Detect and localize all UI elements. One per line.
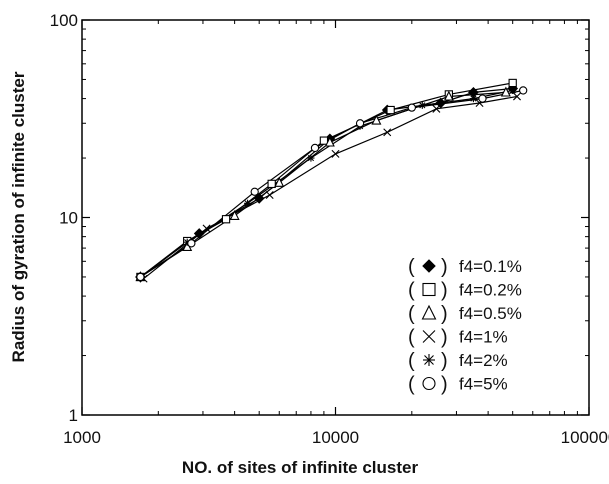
legend-paren-close: ) (441, 280, 448, 302)
data-point (267, 179, 276, 189)
legend-label: f4=0.5% (459, 304, 522, 323)
series-5-points (136, 86, 517, 281)
legend-paren-open: ( (408, 303, 415, 325)
y-axis: 1 10 100 Radius of gyration of infinite cl… (9, 11, 589, 425)
data-point (478, 94, 487, 103)
legend-item: () f4=0.5% (408, 303, 522, 325)
data-point (407, 103, 416, 112)
legend-item: () f4=0.1% (408, 256, 522, 278)
data-point (310, 143, 320, 153)
data-point (432, 104, 441, 113)
data-point (265, 191, 274, 199)
legend-item: () f4=2% (408, 350, 508, 372)
x-tick-label: 1000 (63, 428, 101, 447)
series-line-2 (140, 82, 513, 278)
y-axis-title: Radius of gyration of infinite cluster (9, 71, 28, 362)
legend-paren-close: ) (441, 374, 448, 396)
data-point (435, 97, 447, 109)
legend-paren-close: ) (441, 256, 448, 278)
legend-label: f4=2% (459, 351, 508, 370)
legend-item: () f4=0.2% (408, 280, 522, 302)
data-point (386, 105, 395, 115)
data-point (513, 92, 521, 101)
series-line-6 (140, 89, 524, 278)
legend-label: f4=5% (459, 375, 508, 394)
y-ticks: 1 10 100 (50, 11, 589, 425)
legend-marker (422, 259, 436, 273)
data-point (443, 90, 454, 101)
data-point (243, 199, 252, 207)
data-point (371, 114, 382, 125)
x-axis: 1000 10000 100000 NO. of sites of infinite… (63, 20, 609, 477)
x-tick-label: 100000 (561, 428, 609, 447)
y-tick-label: 100 (50, 11, 78, 30)
legend-paren-close: ) (441, 303, 448, 325)
data-point (202, 224, 211, 233)
series-line-5 (140, 89, 513, 278)
series-line-4 (143, 95, 518, 280)
legend-paren-open: ( (408, 327, 415, 349)
series-lines (140, 82, 524, 280)
x-axis-title: NO. of sites of infinite cluster (182, 458, 419, 477)
data-point (136, 272, 145, 282)
y-tick-label: 10 (59, 209, 78, 228)
series-line-3 (140, 91, 506, 278)
legend-paren-open: ( (408, 256, 415, 278)
data-point (331, 149, 340, 158)
series-6-points (136, 86, 528, 282)
y-tick-label: 1 (69, 406, 78, 425)
legend-paren-open: ( (408, 374, 415, 396)
data-point (250, 187, 259, 196)
series-2-points (136, 78, 517, 282)
data-point (307, 154, 315, 162)
data-point (221, 215, 231, 224)
data-point (229, 209, 240, 220)
legend-paren-open: ( (408, 350, 415, 372)
data-point (187, 239, 196, 248)
data-point (319, 136, 329, 145)
series-1-points (135, 83, 519, 283)
series-4-points (139, 92, 521, 283)
legend-paren-open: ( (408, 280, 415, 302)
legend-marker (421, 304, 437, 320)
legend-marker (423, 354, 435, 366)
data-point (324, 136, 335, 147)
data-point (519, 86, 528, 95)
x-tick-label: 10000 (312, 428, 359, 447)
legend-item: () f4=1% (408, 327, 508, 349)
legend-paren-close: ) (441, 327, 448, 349)
data-point (383, 128, 392, 137)
legend-paren-close: ) (441, 350, 448, 372)
legend-label: f4=1% (459, 328, 508, 347)
data-point (274, 176, 285, 187)
data-point (355, 119, 365, 128)
data-point (500, 86, 511, 97)
series-markers (135, 78, 528, 283)
legend: () f4=0.1% () f4=0.2% () f4=0.5% () f4=1% () f4=2… (408, 256, 522, 396)
data-point (193, 228, 205, 239)
legend-marker (422, 376, 436, 391)
data-point (253, 192, 265, 204)
legend-item: () f4=5% (408, 374, 508, 396)
data-point (418, 101, 426, 109)
series-line-1 (140, 87, 513, 278)
data-point (469, 94, 478, 103)
legend-label: f4=0.2% (459, 281, 522, 300)
legend-label: f4=0.1% (459, 257, 522, 276)
data-point (508, 78, 517, 88)
x-ticks: 1000 10000 100000 (63, 20, 609, 447)
legend-marker (422, 282, 436, 297)
legend-marker (422, 330, 436, 343)
series-3-points (135, 86, 511, 282)
data-point (509, 86, 517, 95)
